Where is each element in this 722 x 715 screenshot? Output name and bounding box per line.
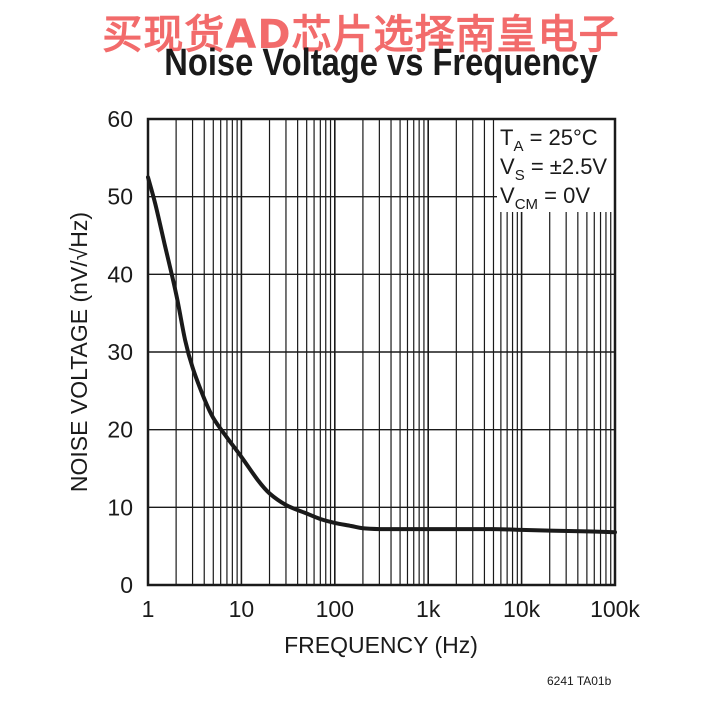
noise-voltage-line <box>146 175 617 535</box>
grid-lines <box>148 119 615 585</box>
y-tick-label: 40 <box>107 261 133 287</box>
condition-line: TA = 25°C <box>500 125 598 155</box>
x-axis-label: FREQUENCY (Hz) <box>284 632 478 658</box>
y-tick-label: 60 <box>107 106 133 132</box>
x-tick-label: 100k <box>590 596 640 622</box>
plot-frame <box>146 117 617 587</box>
y-axis-label: NOISE VOLTAGE (nV/√Hz) <box>66 212 92 492</box>
y-tick-label: 0 <box>120 572 133 598</box>
x-tick-label: 100 <box>316 596 354 622</box>
watermark-text: 买现货AD芯片选择南皇电子 <box>102 12 620 58</box>
y-tick-labels: 0 10 20 30 40 50 60 <box>107 106 133 598</box>
y-tick-label: 30 <box>107 339 133 365</box>
y-tick-label: 10 <box>107 494 133 520</box>
x-tick-label: 1 <box>142 596 155 622</box>
y-tick-label: 50 <box>107 184 133 210</box>
conditions-box <box>497 119 614 212</box>
chart-title: Noise Voltage vs Frequency <box>164 42 598 84</box>
figure-code: 6241 TA01b <box>547 674 612 688</box>
x-tick-label: 1k <box>416 596 441 622</box>
x-tick-labels: 1 10 100 1k 10k 100k <box>142 596 641 622</box>
series-curve <box>146 175 617 535</box>
condition-line: VCM = 0V <box>500 183 590 213</box>
x-tick-label: 10k <box>503 596 541 622</box>
x-tick-label: 10 <box>229 596 255 622</box>
y-tick-label: 20 <box>107 417 133 443</box>
condition-line: VS = ±2.5V <box>500 154 607 184</box>
